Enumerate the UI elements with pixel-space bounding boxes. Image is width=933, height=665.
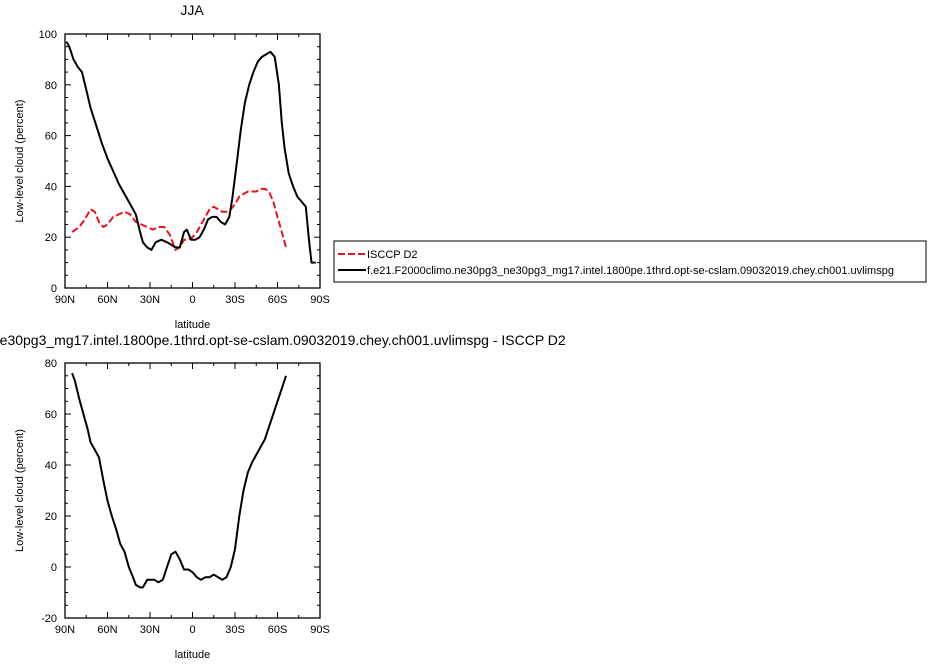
x-tick-label: 90N — [55, 624, 75, 636]
series-line-1 — [65, 41, 316, 264]
x-tick-label: 60N — [97, 624, 117, 636]
x-tick-label: 30S — [225, 624, 245, 636]
chart-title: f.e21.F2000climo.ne30pg3_ne30pg3_mg17.in… — [0, 332, 566, 348]
plot-frame — [64, 33, 321, 289]
x-tick-label: 30N — [140, 294, 160, 306]
y-tick-label: 60 — [45, 409, 57, 421]
series-line-0 — [71, 187, 287, 251]
x-tick-label: 90S — [310, 294, 330, 306]
x-tick-label: 60N — [97, 294, 117, 306]
x-tick-label: 90S — [310, 624, 330, 636]
x-tick-label: 90N — [55, 294, 75, 306]
legend-box — [333, 240, 927, 283]
x-tick-label: 0 — [189, 624, 195, 636]
y-axis-label: Low-level cloud (percent) — [14, 429, 26, 552]
x-tick-label: 60S — [268, 624, 288, 636]
bottom-panel: f.e21.F2000climo.ne30pg3_ne30pg3_mg17.in… — [0, 332, 566, 661]
x-tick-label: 30S — [225, 294, 245, 306]
y-tick-label: 40 — [45, 181, 57, 193]
plot-frame — [64, 362, 321, 619]
y-tick-label: 80 — [45, 80, 57, 92]
y-tick-label: 0 — [51, 562, 57, 574]
x-axis-label: latitude — [175, 649, 210, 661]
top-panel: JJA 90N 60N 30N 0 30S 60S 90S 0 20 40 60 80 100 latitu… — [14, 2, 330, 331]
legend-label-1: f.e21.F2000climo.ne30pg3_ne30pg3_mg17.in… — [367, 265, 894, 277]
y-tick-label: 20 — [45, 511, 57, 523]
x-tick-label: 0 — [189, 294, 195, 306]
x-tick-label: 60S — [268, 294, 288, 306]
y-tick-label: -20 — [41, 613, 57, 625]
x-tick-label: 30N — [140, 624, 160, 636]
y-tick-label: 0 — [51, 283, 57, 295]
legend: ISCCP D2 f.e21.F2000climo.ne30pg3_ne30pg3… — [333, 240, 927, 283]
x-axis-label: latitude — [175, 319, 210, 331]
chart-title: JJA — [180, 2, 204, 18]
y-tick-label: 100 — [39, 29, 57, 41]
y-tick-label: 40 — [45, 460, 57, 472]
y-tick-label: 60 — [45, 131, 57, 143]
y-tick-label: 20 — [45, 232, 57, 244]
y-tick-label: 80 — [45, 358, 57, 370]
y-axis-label: Low-level cloud (percent) — [14, 100, 26, 223]
series-line-0 — [71, 372, 287, 589]
legend-label-0: ISCCP D2 — [367, 249, 418, 261]
